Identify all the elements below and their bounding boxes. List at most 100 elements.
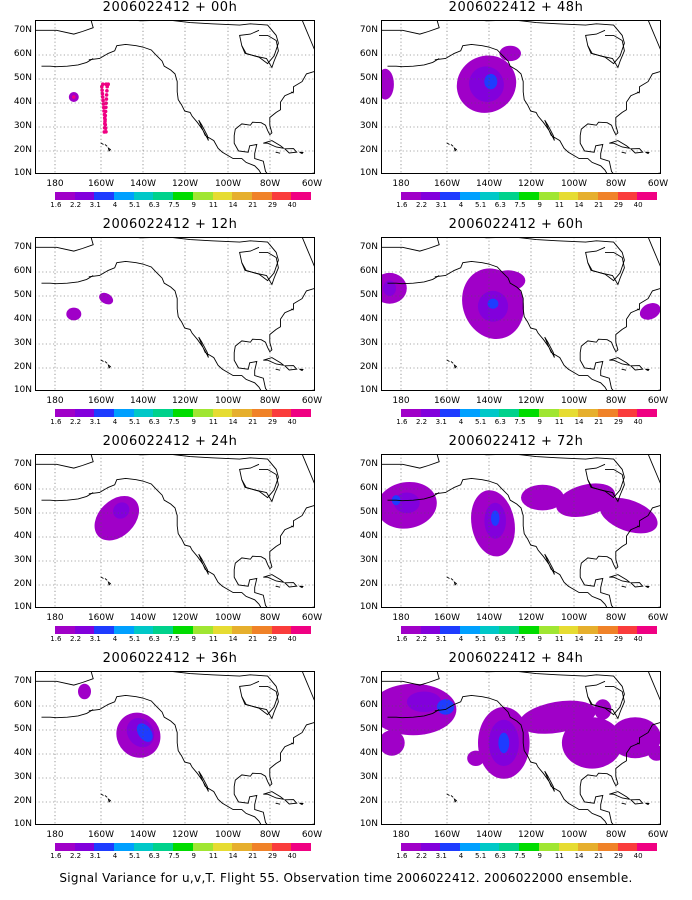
colorbar-swatch bbox=[479, 626, 500, 634]
coastline bbox=[35, 237, 315, 391]
lon-tick-label: 180 bbox=[46, 396, 64, 406]
colorbar-swatch bbox=[440, 409, 461, 417]
colorbar-swatch bbox=[133, 409, 154, 417]
colorbar-swatch bbox=[637, 409, 657, 417]
colorbar-label: 5.1 bbox=[129, 852, 141, 860]
lat-tick-label: 10N bbox=[13, 168, 32, 178]
colorbar-swatch bbox=[153, 409, 174, 417]
observation-dot bbox=[102, 126, 107, 130]
lon-tick-label: 80W bbox=[605, 396, 627, 406]
colorbar-label: 29 bbox=[613, 201, 623, 209]
colorbar bbox=[55, 626, 311, 634]
variance-contour bbox=[437, 699, 455, 715]
lat-tick-label: 40N bbox=[359, 97, 378, 107]
colorbar-label: 6.3 bbox=[148, 635, 160, 643]
lat-tick-label: 50N bbox=[13, 290, 32, 300]
colorbar-swatch bbox=[271, 192, 292, 200]
colorbar-label: 11 bbox=[208, 418, 218, 426]
lon-tick-label: 180 bbox=[392, 613, 410, 623]
colorbar-label: 3.1 bbox=[435, 852, 447, 860]
colorbar-swatch bbox=[232, 843, 252, 851]
panel-title: 2006022412 + 36h bbox=[102, 651, 238, 666]
lon-tick-label: 60W bbox=[647, 613, 669, 623]
lat-tick-label: 50N bbox=[13, 724, 32, 734]
lon-tick-label: 100W bbox=[214, 613, 242, 623]
colorbar-swatch bbox=[460, 843, 480, 851]
colorbar-swatch bbox=[192, 409, 213, 417]
map-canvas bbox=[35, 454, 315, 608]
lat-tick-label: 70N bbox=[13, 242, 32, 252]
variance-field bbox=[68, 82, 110, 134]
observation-dot bbox=[106, 82, 110, 86]
colorbar-label: 6.3 bbox=[494, 418, 506, 426]
colorbar-label: 21 bbox=[248, 418, 258, 426]
colorbar-swatch bbox=[251, 626, 272, 634]
lat-tick-label: 20N bbox=[359, 362, 378, 372]
lon-tick-label: 120W bbox=[517, 179, 545, 189]
lat-tick-label: 10N bbox=[13, 385, 32, 395]
colorbar-label: 3.1 bbox=[89, 418, 101, 426]
colorbar-label: 14 bbox=[228, 201, 238, 209]
map-area bbox=[381, 671, 661, 825]
colorbar-label: 40 bbox=[633, 418, 643, 426]
colorbar-label: 14 bbox=[228, 852, 238, 860]
lat-lon-grid bbox=[35, 671, 315, 825]
panel-title: 2006022412 + 84h bbox=[448, 651, 584, 666]
variance-contour bbox=[66, 307, 82, 321]
lon-tick-label: 180 bbox=[46, 830, 64, 840]
colorbar-swatch bbox=[94, 409, 115, 417]
map-area bbox=[381, 20, 661, 174]
variance-field bbox=[381, 683, 661, 779]
lat-tick-label: 10N bbox=[13, 602, 32, 612]
map-frame bbox=[35, 237, 315, 391]
map-frame bbox=[381, 237, 661, 391]
colorbar-label: 7.5 bbox=[514, 418, 526, 426]
variance-contour bbox=[648, 745, 661, 761]
colorbar-swatch bbox=[94, 843, 115, 851]
lon-tick-label: 160W bbox=[87, 396, 115, 406]
lon-tick-label: 100W bbox=[214, 179, 242, 189]
observation-dot bbox=[105, 89, 109, 93]
variance-field bbox=[78, 683, 161, 758]
colorbar-swatch bbox=[440, 626, 461, 634]
lon-tick-label: 100W bbox=[560, 179, 588, 189]
variance-contour bbox=[487, 298, 499, 309]
lat-tick-label: 50N bbox=[13, 507, 32, 517]
lat-tick-label: 30N bbox=[13, 772, 32, 782]
variance-field bbox=[66, 292, 114, 321]
variance-field bbox=[94, 495, 140, 541]
lat-tick-label: 20N bbox=[13, 796, 32, 806]
lat-tick-label: 30N bbox=[359, 772, 378, 782]
colorbar-swatch bbox=[578, 192, 598, 200]
map-canvas bbox=[35, 20, 315, 174]
lon-tick-label: 140W bbox=[129, 179, 157, 189]
lat-tick-label: 70N bbox=[359, 242, 378, 252]
colorbar-label: 4 bbox=[112, 635, 118, 643]
variance-field bbox=[381, 45, 521, 113]
variance-contour bbox=[609, 717, 661, 759]
colorbar-label: 14 bbox=[574, 635, 584, 643]
colorbar-label: 5.1 bbox=[129, 201, 141, 209]
colorbar-label: 11 bbox=[208, 635, 218, 643]
lat-tick-label: 40N bbox=[359, 531, 378, 541]
colorbar-swatch bbox=[173, 843, 193, 851]
colorbar-swatch bbox=[291, 409, 311, 417]
variance-contour bbox=[393, 492, 420, 514]
colorbar-swatch bbox=[74, 626, 95, 634]
lat-tick-label: 70N bbox=[13, 459, 32, 469]
colorbar-label: 4 bbox=[458, 418, 464, 426]
colorbar-label: 1.6 bbox=[396, 201, 408, 209]
colorbar-swatch bbox=[114, 409, 134, 417]
colorbar-label: 3.1 bbox=[435, 635, 447, 643]
map-panel: 2006022412 + 24h 70N 60N 50N 40N 30N 20N 10N 180… bbox=[0, 434, 340, 650]
variance-field bbox=[381, 268, 661, 339]
observation-dot bbox=[101, 82, 105, 86]
colorbar-swatch bbox=[519, 192, 539, 200]
colorbar-label: 5.1 bbox=[475, 201, 487, 209]
lat-lon-grid bbox=[35, 20, 315, 174]
colorbar-swatch bbox=[74, 843, 95, 851]
lat-tick-label: 40N bbox=[359, 748, 378, 758]
lon-tick-label: 80W bbox=[259, 613, 281, 623]
colorbar-label: 40 bbox=[633, 201, 643, 209]
colorbar-label: 4 bbox=[112, 852, 118, 860]
